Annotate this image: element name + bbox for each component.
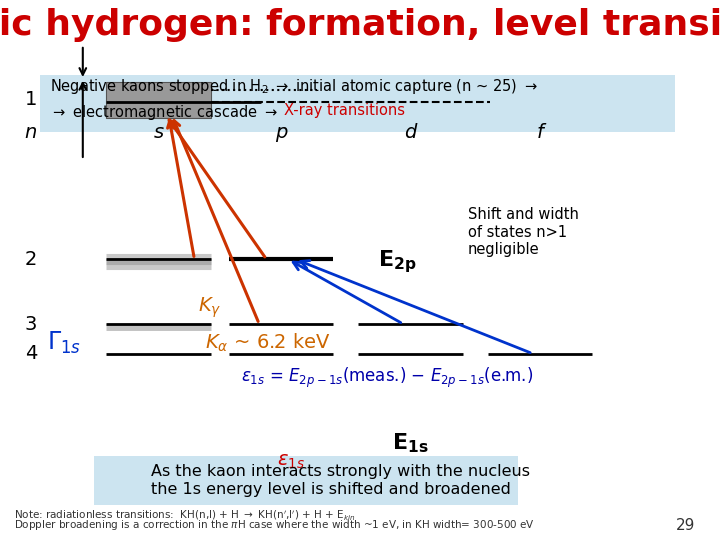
Text: d: d [404,123,417,142]
Text: f: f [536,123,544,142]
Text: Doppler broadening is a correction in the $\pi$H case where the width ~1 eV, in : Doppler broadening is a correction in th… [14,518,536,532]
Text: $\varepsilon_{1s}$ = $E_{2p-1s}$(meas.) $-$ $E_{2p-1s}$(e.m.): $\varepsilon_{1s}$ = $E_{2p-1s}$(meas.) … [241,366,534,390]
Text: s: s [153,123,163,142]
Bar [94,456,518,505]
Text: $\Gamma_{1s}$: $\Gamma_{1s}$ [47,330,81,356]
Text: $\mathbf{E_{2p}}$: $\mathbf{E_{2p}}$ [378,248,417,275]
Bar [40,75,675,132]
Text: As the kaon interacts strongly with the nucleus
the 1s energy level is shifted a: As the kaon interacts strongly with the … [151,464,530,497]
Text: $\rightarrow$ electromagnetic cascade $\rightarrow$: $\rightarrow$ electromagnetic cascade $\… [50,103,282,122]
Text: Kaonic hydrogen: formation, level transitions: Kaonic hydrogen: formation, level transi… [0,8,720,42]
Text: $\boldsymbol{\varepsilon_{1s}}$: $\boldsymbol{\varepsilon_{1s}}$ [277,452,305,471]
Text: 4: 4 [24,344,37,363]
Text: $K_\gamma$: $K_\gamma$ [198,295,222,320]
Text: 3: 3 [24,314,37,334]
Text: $K_\alpha$ ~ 6.2 keV: $K_\alpha$ ~ 6.2 keV [205,332,330,354]
Bar [107,82,210,118]
Text: Note: radiationless transitions:  KH(n,l) + H $\rightarrow$ KH(n$'$,l$'$) + H + : Note: radiationless transitions: KH(n,l)… [14,508,356,522]
Text: 2: 2 [24,249,37,269]
Text: Negative kaons stopped in H$_2$ $\rightarrow$ initial atomic capture (n ~ 25) $\: Negative kaons stopped in H$_2$ $\righta… [50,77,538,96]
Text: 1: 1 [24,90,37,110]
Text: n: n [24,123,37,142]
Text: X-ray transitions: X-ray transitions [284,103,405,118]
Text: 29: 29 [675,518,695,534]
Text: Shift and width
of states n>1
negligible: Shift and width of states n>1 negligible [468,207,579,257]
Text: $\mathbf{E_{1s}}$: $\mathbf{E_{1s}}$ [392,431,429,455]
Text: p: p [274,123,287,142]
